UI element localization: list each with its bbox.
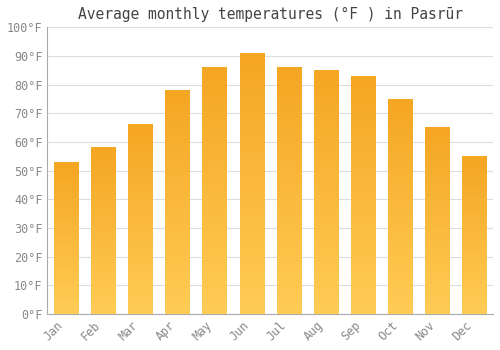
Title: Average monthly temperatures (°F ) in Pasrūr: Average monthly temperatures (°F ) in Pa… xyxy=(78,7,462,22)
